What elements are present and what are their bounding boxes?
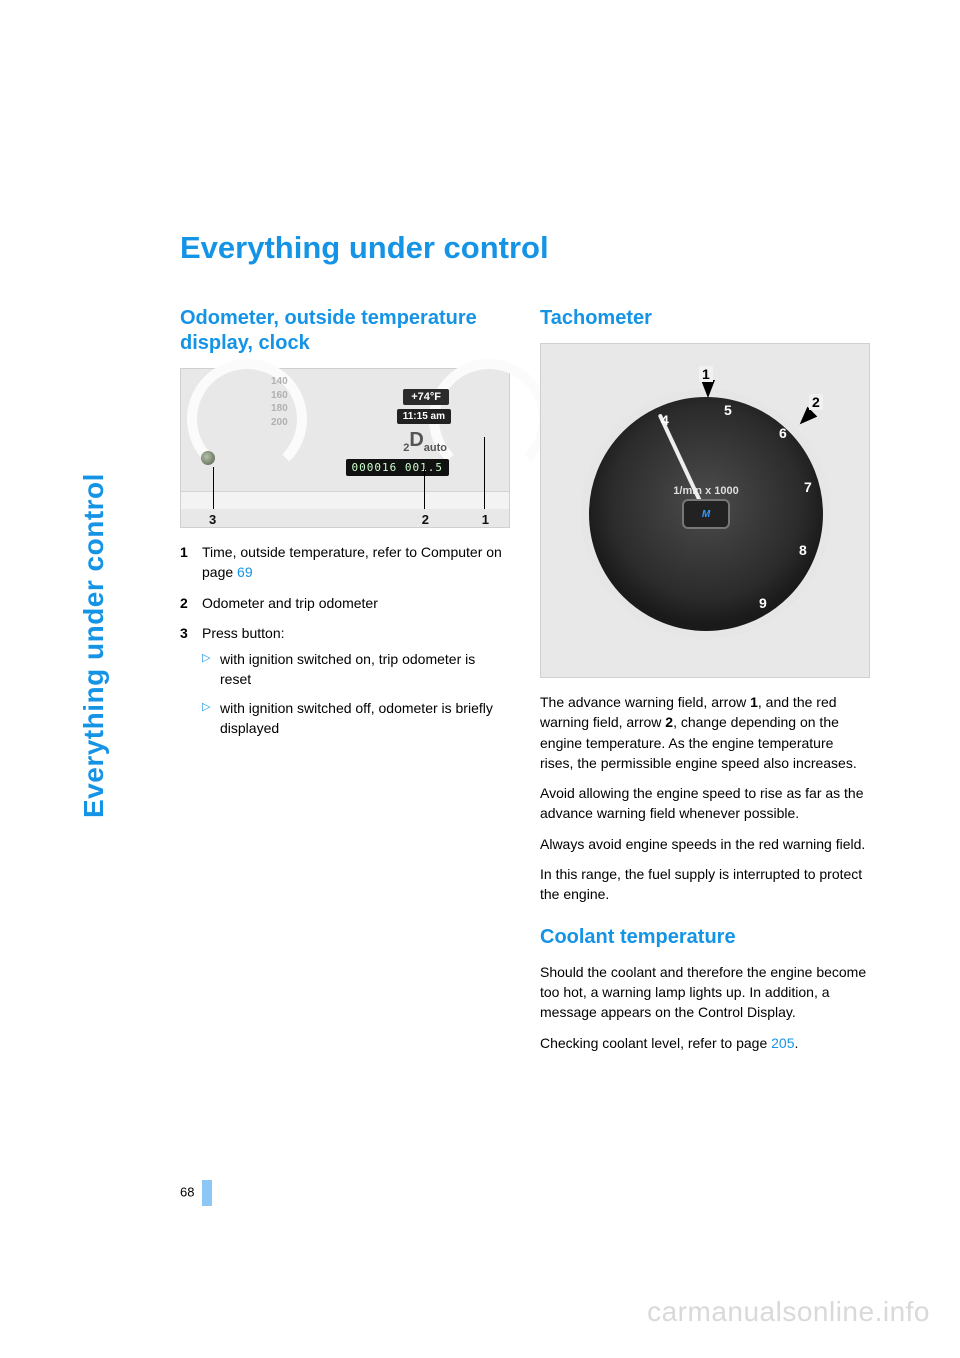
tach-m-badge: M: [682, 499, 730, 529]
callout-line: [484, 437, 485, 509]
item-number: 2: [180, 593, 202, 613]
page-content: Everything under control Odometer, outsi…: [180, 230, 870, 1063]
bold-ref: 1: [750, 694, 758, 710]
triangle-bullet-icon: ▷: [202, 698, 220, 739]
paragraph: Avoid allowing the engine speed to rise …: [540, 783, 870, 824]
paragraph: Checking coolant level, refer to page 20…: [540, 1033, 870, 1053]
page-link[interactable]: 205: [771, 1035, 794, 1051]
item-number: 3: [180, 623, 202, 746]
page-link[interactable]: 69: [237, 564, 253, 580]
tach-tick: 7: [804, 479, 812, 495]
sub-text: with ignition switched off, odometer is …: [220, 698, 510, 739]
bold-ref: 2: [665, 714, 673, 730]
section-odometer-heading: Odometer, outside temperature display, c…: [180, 306, 510, 356]
list-item: 3 Press button: ▷ with ignition switched…: [180, 623, 510, 746]
figure-tachometer: 1/min x 1000 M 4 5 6 7 8 9 1 2: [540, 343, 870, 678]
tach-tick: 5: [724, 402, 732, 418]
odometer-readout: 000016 001.5: [346, 459, 449, 476]
sublist-item: ▷ with ignition switched off, odometer i…: [202, 698, 510, 739]
paragraph: In this range, the fuel supply is interr…: [540, 864, 870, 905]
paragraph: Should the coolant and therefore the eng…: [540, 962, 870, 1023]
tachometer-dial: 1/min x 1000 M 4 5 6 7 8 9: [581, 389, 831, 639]
callout-1: 1: [482, 512, 489, 527]
text: .: [795, 1035, 799, 1051]
page-number: 68: [180, 1180, 212, 1206]
tick: 200: [271, 416, 288, 430]
tach-tick: 4: [661, 412, 669, 428]
triangle-bullet-icon: ▷: [202, 649, 220, 690]
item-text: Odometer and trip odometer: [202, 593, 510, 613]
arrow-2-icon: [795, 407, 818, 430]
tick: 140: [271, 375, 288, 389]
odometer-legend-list: 1 Time, outside temperature, refer to Co…: [180, 542, 510, 746]
reset-button-graphic: [201, 451, 215, 465]
tick: 180: [271, 402, 288, 416]
arrow-1-icon: [701, 380, 715, 398]
item-number: 1: [180, 542, 202, 583]
page-number-bar: [202, 1180, 212, 1206]
tach-tick: 8: [799, 542, 807, 558]
tach-units-label: 1/min x 1000: [589, 485, 823, 497]
list-item: 2 Odometer and trip odometer: [180, 593, 510, 613]
paragraph: The advance warning field, arrow 1, and …: [540, 692, 870, 773]
watermark: carmanualsonline.info: [647, 1296, 930, 1328]
tach-tick: 6: [779, 425, 787, 441]
gear-indicator: 2Dauto: [403, 429, 447, 454]
arrow-1-label: 1: [699, 366, 713, 382]
right-column: Tachometer 1/min x 1000 M 4 5 6 7 8 9 1 …: [540, 306, 870, 1063]
callout-3: 3: [209, 512, 216, 527]
section-coolant-heading: Coolant temperature: [540, 925, 870, 950]
item-text: Press button: ▷ with ignition switched o…: [202, 623, 510, 746]
temperature-readout: +74°F: [403, 389, 449, 405]
text: Press button:: [202, 625, 285, 641]
figure-base: [181, 491, 509, 509]
figure-odometer: 140 160 180 200 +74°F 11:15 am 2Dauto 00…: [180, 368, 510, 528]
sub-text: with ignition switched on, trip odometer…: [220, 649, 510, 690]
tach-tick: 9: [759, 595, 767, 611]
page-title: Everything under control: [180, 230, 870, 266]
section-tachometer-heading: Tachometer: [540, 306, 870, 331]
callout-line: [424, 469, 425, 509]
gear-main: D: [409, 429, 423, 451]
gear-sup: auto: [424, 442, 447, 454]
sublist: ▷ with ignition switched on, trip odomet…: [202, 649, 510, 738]
item-text: Time, outside temperature, refer to Comp…: [202, 542, 510, 583]
arrow-2-label: 2: [809, 394, 823, 410]
text: Checking coolant level, refer to page: [540, 1035, 771, 1051]
paragraph: Always avoid engine speeds in the red wa…: [540, 834, 870, 854]
tick: 160: [271, 389, 288, 403]
callout-2: 2: [422, 512, 429, 527]
side-heading: Everything under control: [78, 473, 110, 818]
list-item: 1 Time, outside temperature, refer to Co…: [180, 542, 510, 583]
left-column: Odometer, outside temperature display, c…: [180, 306, 510, 1063]
sublist-item: ▷ with ignition switched on, trip odomet…: [202, 649, 510, 690]
clock-readout: 11:15 am: [397, 409, 451, 424]
callout-line: [213, 467, 214, 509]
page-number-value: 68: [180, 1184, 194, 1199]
speed-ticks: 140 160 180 200: [271, 375, 288, 429]
side-tab: Everything under control: [110, 218, 150, 1358]
